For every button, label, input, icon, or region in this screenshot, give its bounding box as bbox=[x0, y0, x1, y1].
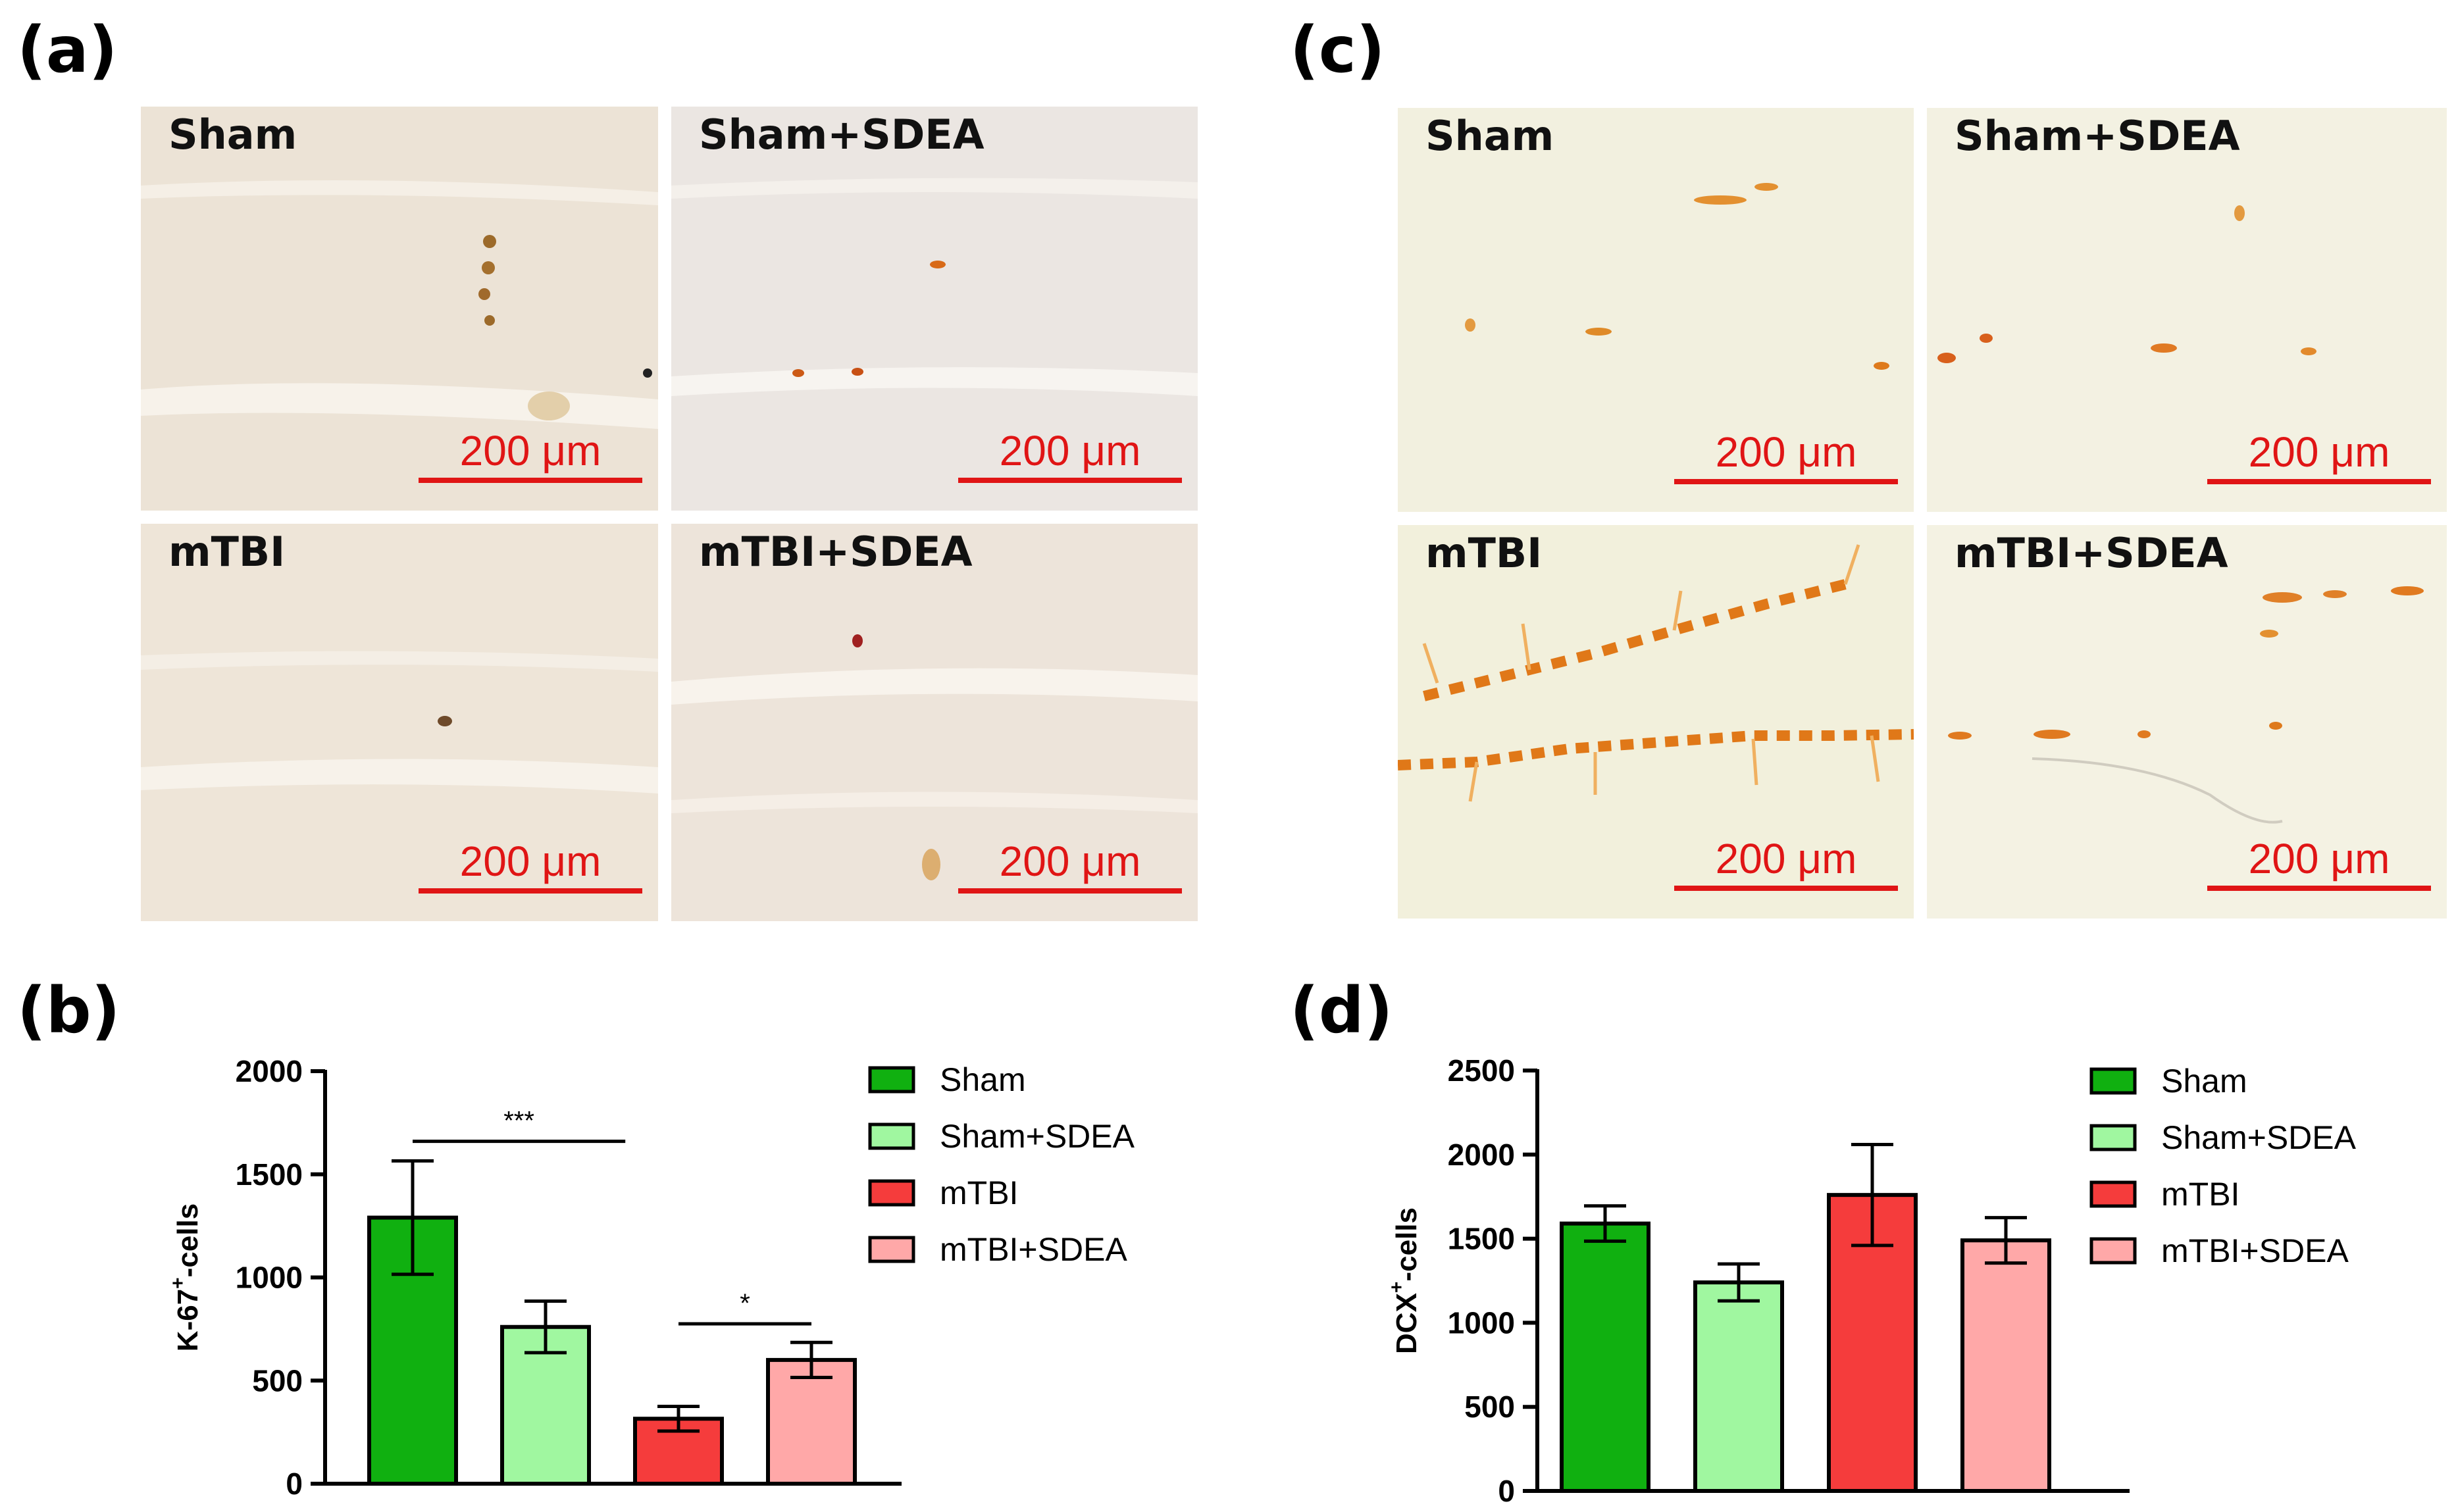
y-tick-label: 0 bbox=[286, 1467, 303, 1501]
legend-label: Sham+SDEA bbox=[940, 1118, 1135, 1155]
significance-label: *** bbox=[503, 1107, 534, 1136]
scale-bar-label: 200 μm bbox=[1715, 428, 1857, 476]
scale-bar-label: 200 μm bbox=[999, 838, 1141, 885]
y-axis-label-main: K-67 bbox=[172, 1289, 204, 1351]
y-axis-label-main: DCX bbox=[1391, 1293, 1423, 1354]
scale-bar: 200 μm bbox=[1674, 429, 1898, 484]
micrograph-c-mtbi-sdea: mTBI+SDEA 200 μm bbox=[1927, 525, 2447, 919]
y-axis-label-sup: + bbox=[1386, 1282, 1408, 1294]
scale-bar: 200 μm bbox=[958, 428, 1182, 483]
tissue-texture bbox=[141, 651, 658, 794]
panel-label-a: (a) bbox=[17, 13, 118, 87]
tissue-texture bbox=[1937, 205, 2316, 363]
scale-bar-label: 200 μm bbox=[1715, 835, 1857, 882]
micrograph-a-mtbi: mTBI 200 μm bbox=[141, 524, 658, 921]
legend-swatch bbox=[2089, 1124, 2137, 1151]
tissue-texture bbox=[141, 180, 658, 429]
micrograph-c-sham-sdea: Sham+SDEA 200 μm bbox=[1927, 108, 2447, 512]
micrograph-label: Sham bbox=[1425, 112, 1554, 160]
chart-b-ki67: 0500100015002000K-67+-cells****ShamSham+… bbox=[167, 1054, 1135, 1501]
micrograph-label: Sham+SDEA bbox=[1955, 112, 2240, 160]
y-tick-label: 1500 bbox=[236, 1157, 303, 1192]
y-axis-label: DCX+-cells bbox=[1386, 1207, 1423, 1354]
y-tick-label: 0 bbox=[1498, 1474, 1515, 1508]
legend-swatch bbox=[2089, 1067, 2137, 1095]
y-tick-label: 1500 bbox=[1448, 1222, 1515, 1256]
micrograph-c-sham: Sham 200 μm bbox=[1398, 108, 1914, 512]
scale-bar-label: 200 μm bbox=[459, 838, 601, 885]
scale-bar-label: 200 μm bbox=[2248, 835, 2390, 882]
y-tick-label: 2500 bbox=[1448, 1053, 1515, 1088]
tissue-texture bbox=[671, 178, 1198, 396]
tissue-texture bbox=[671, 634, 1198, 880]
micrograph-a-mtbi-sdea: mTBI+SDEA 200 μm bbox=[671, 524, 1198, 921]
legend-label: mTBI+SDEA bbox=[2161, 1232, 2349, 1269]
legend-swatch bbox=[2089, 1180, 2137, 1208]
y-tick-label: 2000 bbox=[236, 1054, 303, 1088]
bar-Sham+SDEA bbox=[1693, 1280, 1784, 1494]
y-axis-label-sup: + bbox=[167, 1277, 189, 1289]
tissue-texture bbox=[1398, 544, 1914, 802]
scale-bar: 200 μm bbox=[2207, 429, 2431, 484]
legend-swatch bbox=[868, 1236, 915, 1263]
scale-bar-label: 200 μm bbox=[2248, 428, 2390, 476]
micrograph-label: Sham+SDEA bbox=[699, 111, 985, 159]
legend-label: mTBI+SDEA bbox=[940, 1231, 1127, 1268]
micrograph-label: mTBI bbox=[1425, 529, 1543, 577]
micrograph-label: mTBI+SDEA bbox=[1955, 529, 2228, 577]
scale-bar-label: 200 μm bbox=[999, 427, 1141, 474]
bar-mTBI+SDEA bbox=[1960, 1238, 2051, 1493]
scale-bar: 200 μm bbox=[419, 428, 642, 483]
chart-d-dcx: 0 500 1000 1500 2000 2500 DCX+-cells Sham Sham+S… bbox=[1386, 1053, 2357, 1508]
scale-bar: 200 μm bbox=[958, 838, 1182, 894]
legend-swatch bbox=[868, 1179, 915, 1207]
legend-swatch bbox=[868, 1066, 915, 1094]
micrograph-c-mtbi: mTBI 200 μm bbox=[1398, 525, 1914, 919]
y-tick-label: 2000 bbox=[1448, 1138, 1515, 1172]
legend-label: Sham+SDEA bbox=[2161, 1119, 2357, 1156]
tissue-texture bbox=[1465, 183, 1889, 370]
micrograph-a-sham-sdea: Sham+SDEA 200 μm bbox=[671, 107, 1198, 511]
bar-Sham bbox=[1560, 1221, 1650, 1493]
legend-swatch bbox=[868, 1122, 915, 1150]
micrograph-label: mTBI+SDEA bbox=[699, 528, 973, 576]
y-tick-label: 1000 bbox=[236, 1261, 303, 1295]
legend-label: Sham bbox=[2161, 1063, 2247, 1099]
scale-bar: 200 μm bbox=[1674, 836, 1898, 891]
y-tick-label: 1000 bbox=[1448, 1305, 1515, 1340]
y-axis-label: K-67+-cells bbox=[167, 1203, 204, 1351]
micrograph-label: Sham bbox=[168, 111, 297, 159]
panel-label-b: (b) bbox=[17, 974, 120, 1047]
legend-swatch bbox=[2089, 1237, 2137, 1265]
scale-bar: 200 μm bbox=[2207, 836, 2431, 891]
y-tick-label: 500 bbox=[1464, 1390, 1515, 1424]
y-tick-label: 500 bbox=[252, 1363, 303, 1398]
scale-bar-label: 200 μm bbox=[459, 427, 601, 474]
tissue-texture bbox=[1948, 586, 2424, 824]
significance-label: * bbox=[740, 1289, 750, 1318]
micrograph-a-sham: Sham 200 μm bbox=[141, 107, 658, 511]
y-axis-label-tail: -cells bbox=[1391, 1207, 1423, 1282]
scale-bar: 200 μm bbox=[419, 838, 642, 894]
legend-label: Sham bbox=[940, 1061, 1026, 1098]
legend-label: mTBI bbox=[940, 1174, 1018, 1211]
panel-label-d: (d) bbox=[1290, 974, 1393, 1047]
y-axis-label-tail: -cells bbox=[172, 1203, 204, 1278]
legend-label: mTBI bbox=[2161, 1176, 2239, 1213]
micrograph-label: mTBI bbox=[168, 528, 286, 576]
panel-label-c: (c) bbox=[1290, 13, 1385, 87]
